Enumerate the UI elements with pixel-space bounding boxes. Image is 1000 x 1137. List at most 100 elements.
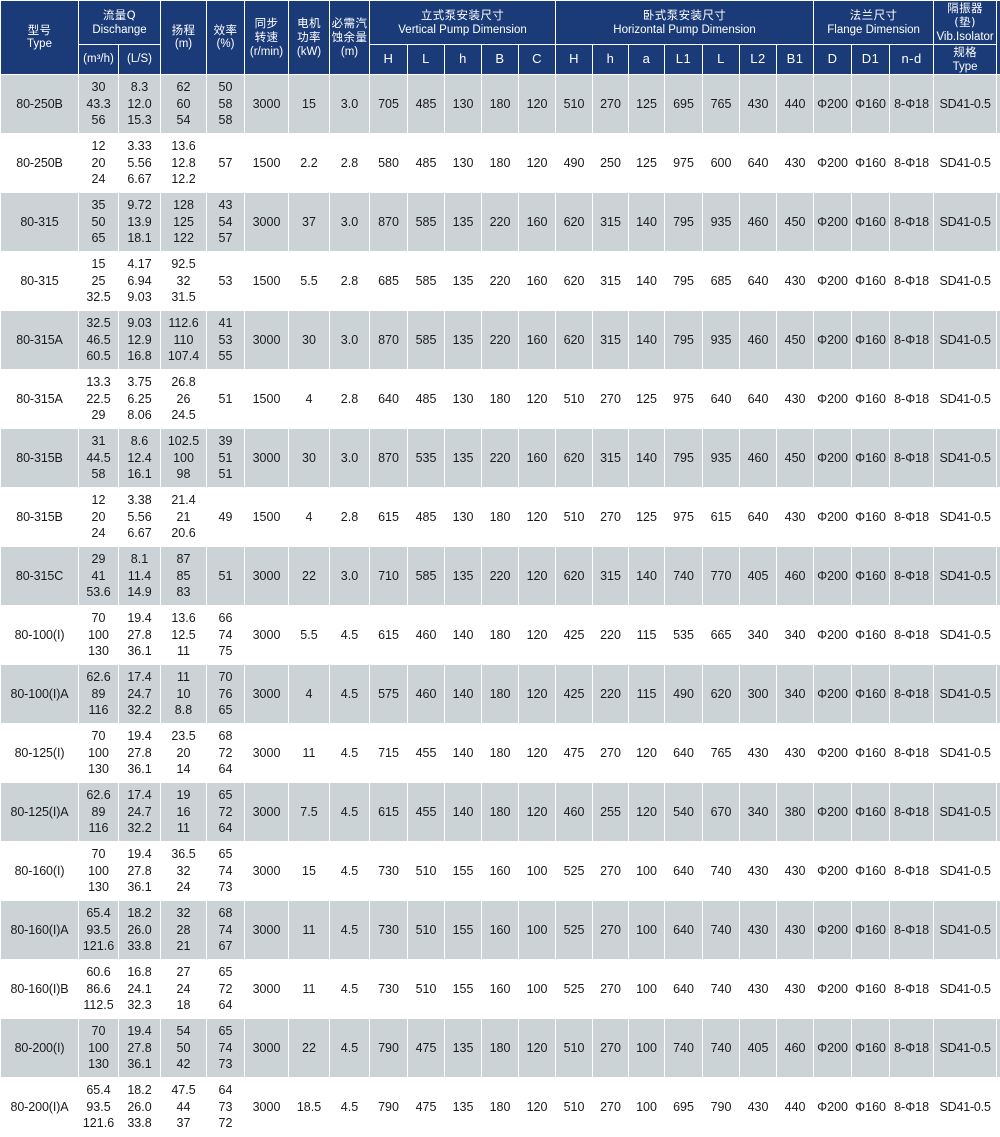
cell-discharge-ls-line: 11.4: [119, 568, 160, 585]
cell-horizontal-a: 100: [629, 841, 665, 900]
cell-discharge-ls-line: 6.67: [119, 171, 160, 188]
col-horizontal-L: L: [703, 45, 740, 75]
cell-flange-nd: 8-Φ18: [890, 192, 934, 251]
col-isolator-type: 规格 Type: [934, 45, 997, 75]
cell-type: 80-160(I)A: [1, 900, 79, 959]
cell-horizontal-L: 740: [703, 959, 740, 1018]
cell-head-line: 47.5: [161, 1082, 206, 1099]
cell-vertical-h: 135: [445, 428, 482, 487]
cell-efficiency-line: 67: [207, 938, 244, 955]
cell-discharge-m3h-line: 100: [79, 627, 118, 644]
cell-flange-D: Φ200: [814, 723, 852, 782]
cell-head-line: 102.5: [161, 433, 206, 450]
cell-vertical-C: 120: [519, 664, 556, 723]
cell-discharge-ls-line: 33.8: [119, 1115, 160, 1132]
col-vertical-group: 立式泵安装尺寸 Vertical Pump Dimension: [370, 1, 556, 45]
cell-flange-nd: 8-Φ18: [890, 74, 934, 133]
cell-vertical-L: 585: [408, 310, 445, 369]
cell-horizontal-L2: 460: [740, 310, 777, 369]
cell-discharge-ls-line: 8.3: [119, 79, 160, 96]
cell-horizontal-L2: 340: [740, 782, 777, 841]
cell-vertical-B: 180: [482, 1018, 519, 1077]
cell-horizontal-L2: 430: [740, 74, 777, 133]
cell-horizontal-L1: 795: [665, 428, 703, 487]
cell-discharge-m3h-line: 41: [79, 568, 118, 585]
cell-discharge-ls-line: 19.4: [119, 610, 160, 627]
cell-discharge-ls-line: 13.9: [119, 214, 160, 231]
cell-flange-D: Φ200: [814, 605, 852, 664]
cell-vertical-C: 120: [519, 782, 556, 841]
col-horizontal-group: 卧式泵安装尺寸 Horizontal Pump Dimension: [556, 1, 814, 45]
cell-discharge-m3h-line: 24: [79, 171, 118, 188]
cell-horizontal-B1: 340: [777, 605, 814, 664]
cell-discharge-ls-line: 27.8: [119, 745, 160, 762]
cell-horizontal-H: 620: [556, 192, 593, 251]
cell-horizontal-B1: 430: [777, 369, 814, 428]
cell-efficiency-line: 72: [207, 1115, 244, 1132]
cell-h1: 20: [997, 310, 1000, 369]
cell-discharge-m3h-line: 70: [79, 610, 118, 627]
table-header: 型号 Type 流量Q Dischange 扬程 (m) 效率 (%) 同步 转…: [1, 1, 1000, 75]
cell-discharge-m3h-line: 44.5: [79, 450, 118, 467]
cell-discharge-m3h-line: 60.6: [79, 964, 118, 981]
cell-flange-D: Φ200: [814, 369, 852, 428]
cell-npsh: 4.5: [330, 1077, 370, 1136]
cell-h1: 20: [997, 664, 1000, 723]
cell-efficiency-line: 51: [207, 391, 244, 408]
cell-discharge-m3h-line: 43.3: [79, 96, 118, 113]
cell-isolator-type: SD41-0.5: [934, 723, 997, 782]
cell-vertical-H: 705: [370, 74, 408, 133]
cell-flange-nd: 8-Φ18: [890, 664, 934, 723]
cell-horizontal-a: 100: [629, 1077, 665, 1136]
cell-horizontal-L1: 975: [665, 487, 703, 546]
cell-head-line: 11: [161, 820, 206, 837]
cell-flange-nd: 8-Φ18: [890, 310, 934, 369]
cell-vertical-H: 870: [370, 192, 408, 251]
cell-horizontal-L2: 430: [740, 900, 777, 959]
cell-type: 80-315C: [1, 546, 79, 605]
cell-efficiency: 51: [207, 546, 245, 605]
cell-flange-D1: Φ160: [852, 782, 890, 841]
cell-speed: 3000: [245, 782, 289, 841]
cell-head-line: 28: [161, 922, 206, 939]
cell-efficiency-line: 65: [207, 787, 244, 804]
cell-vertical-h: 140: [445, 782, 482, 841]
cell-speed: 3000: [245, 1018, 289, 1077]
cell-discharge-ls-line: 18.1: [119, 230, 160, 247]
cell-type: 80-200(I): [1, 1018, 79, 1077]
cell-discharge-m3h-line: 25: [79, 273, 118, 290]
cell-vertical-B: 180: [482, 1077, 519, 1136]
cell-vertical-B: 180: [482, 664, 519, 723]
cell-discharge-m3h-line: 100: [79, 1040, 118, 1057]
cell-npsh: 4.5: [330, 900, 370, 959]
cell-power: 15: [289, 841, 330, 900]
cell-discharge-ls-line: 36.1: [119, 879, 160, 896]
cell-discharge-m3h-line: 130: [79, 761, 118, 778]
cell-vertical-L: 510: [408, 959, 445, 1018]
cell-horizontal-L1: 975: [665, 133, 703, 192]
cell-discharge-m3h-line: 12: [79, 492, 118, 509]
cell-npsh: 4.5: [330, 841, 370, 900]
cell-horizontal-L: 665: [703, 605, 740, 664]
cell-vertical-C: 100: [519, 959, 556, 1018]
col-npsh-cn1: 必需汽: [330, 16, 369, 30]
cell-head-line: 26: [161, 391, 206, 408]
cell-head-line: 44: [161, 1099, 206, 1116]
cell-head-line: 83: [161, 584, 206, 601]
col-vertical-H: H: [370, 45, 408, 75]
